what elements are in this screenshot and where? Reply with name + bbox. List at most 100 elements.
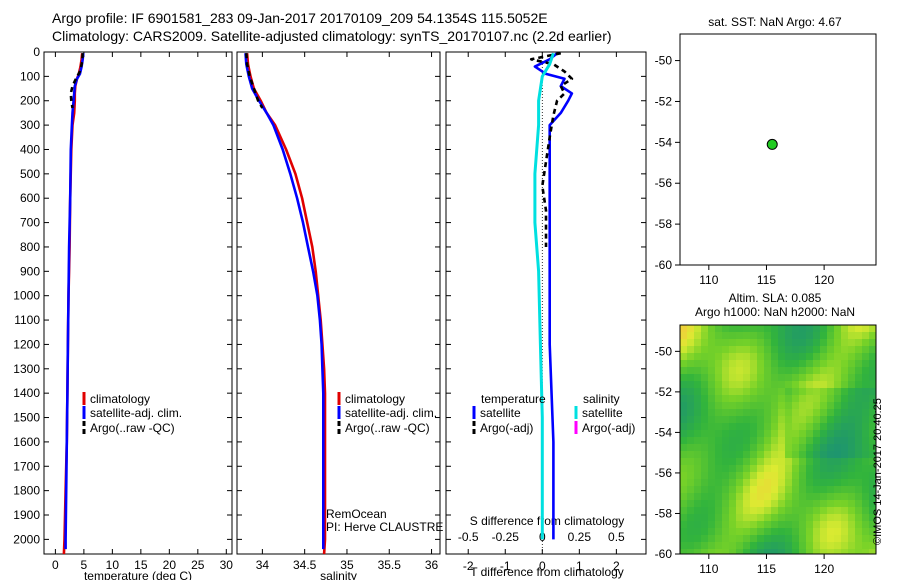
sla-cell: [806, 402, 814, 410]
sla-cell: [708, 479, 716, 487]
sla-cell: [694, 500, 702, 508]
sla-cell: [680, 374, 688, 382]
sla-cell: [750, 346, 758, 354]
sla-cell: [792, 521, 800, 529]
sla-cell: [834, 451, 842, 459]
sla-cell: [862, 353, 870, 361]
sla-cell: [855, 325, 863, 333]
sla-cell: [694, 381, 702, 389]
sla-cell: [694, 493, 702, 501]
sla-cell: [757, 500, 765, 508]
sla-cell: [827, 374, 835, 382]
sla-cell: [750, 472, 758, 480]
difference-legend-s-argo-label: Argo(-adj): [582, 421, 635, 435]
sla-cell: [694, 437, 702, 445]
sla-cell: [729, 346, 737, 354]
sla-cell: [743, 514, 751, 522]
sla-cell: [771, 535, 779, 543]
sla-cell: [694, 486, 702, 494]
salinity-legend-argo-label: Argo(..raw -QC): [345, 421, 430, 435]
sla-cell: [715, 458, 723, 466]
sla-cell: [736, 437, 744, 445]
sla-cell: [680, 360, 688, 368]
sla-cell: [729, 528, 737, 536]
sla-cell: [680, 549, 688, 554]
sla-cell: [750, 367, 758, 375]
sla-cell: [820, 374, 828, 382]
sla-cell: [736, 535, 744, 543]
sla-cell: [792, 535, 800, 543]
sla-cell: [715, 479, 723, 487]
sla-cell: [834, 493, 842, 501]
temperature-panel-xtick-label: 0: [52, 558, 59, 572]
sla-cell: [855, 395, 863, 403]
sla-cell: [750, 458, 758, 466]
sla-cell: [792, 444, 800, 452]
sla-cell: [778, 549, 786, 554]
sla-cell: [834, 409, 842, 417]
sla-cell: [764, 409, 772, 417]
sla-cell: [715, 451, 723, 459]
sla-cell: [757, 423, 765, 431]
sla-cell: [799, 465, 807, 473]
sla-cell: [729, 521, 737, 529]
sla-cell: [743, 493, 751, 501]
sla-cell: [827, 444, 835, 452]
sla-cell: [869, 395, 876, 403]
sla-cell: [757, 437, 765, 445]
sla-cell: [757, 409, 765, 417]
sla-cell: [715, 332, 723, 340]
sla-cell: [785, 353, 793, 361]
sla-cell: [694, 535, 702, 543]
sla-cell: [785, 521, 793, 529]
sla-cell: [736, 521, 744, 529]
depth-tick-label: 200: [20, 94, 40, 108]
location-panel-ytick-label: -60: [655, 258, 673, 272]
sla-cell: [687, 507, 695, 515]
sla-cell: [715, 528, 723, 536]
sla-cell: [708, 339, 716, 347]
sla-cell: [855, 451, 863, 459]
sla-cell: [687, 444, 695, 452]
sla-cell: [701, 346, 709, 354]
sla-cell: [869, 353, 876, 361]
sla-cell: [736, 507, 744, 515]
sla-cell: [869, 381, 876, 389]
sla-cell: [757, 493, 765, 501]
sla-cell: [799, 507, 807, 515]
sla-cell: [701, 486, 709, 494]
sla-cell: [862, 472, 870, 480]
sla-cell: [862, 514, 870, 522]
sla-cell: [785, 416, 793, 424]
sla-cell: [785, 437, 793, 445]
sla-cell: [701, 549, 709, 554]
sla-cell: [743, 542, 751, 550]
sla-cell: [848, 388, 856, 396]
sla-cell: [722, 549, 730, 554]
sla-cell: [764, 423, 772, 431]
sla-cell: [736, 381, 744, 389]
difference-series-satellite-0: [533, 52, 574, 540]
sla-cell: [701, 367, 709, 375]
argo-location-marker: [766, 138, 778, 150]
sla-cell: [750, 444, 758, 452]
sla-cell: [736, 493, 744, 501]
sla-cell: [855, 514, 863, 522]
difference-panel-xtick-label: -1: [500, 559, 511, 573]
sla-cell: [750, 353, 758, 361]
temperature-legend-climatology-label: climatology: [90, 392, 150, 406]
sla-cell: [757, 346, 765, 354]
sla-cell: [757, 444, 765, 452]
sla-cell: [834, 339, 842, 347]
sla-cell: [729, 493, 737, 501]
depth-tick-label: 1600: [13, 435, 40, 449]
sla-cell: [806, 451, 814, 459]
sla-cell: [785, 458, 793, 466]
sla-cell: [687, 332, 695, 340]
sla-cell: [764, 479, 772, 487]
temperature-panel-xtick-label: 25: [191, 558, 205, 572]
sla-cell: [771, 381, 779, 389]
sla-cell: [694, 360, 702, 368]
sla-cell: [701, 360, 709, 368]
sla-cell: [799, 493, 807, 501]
